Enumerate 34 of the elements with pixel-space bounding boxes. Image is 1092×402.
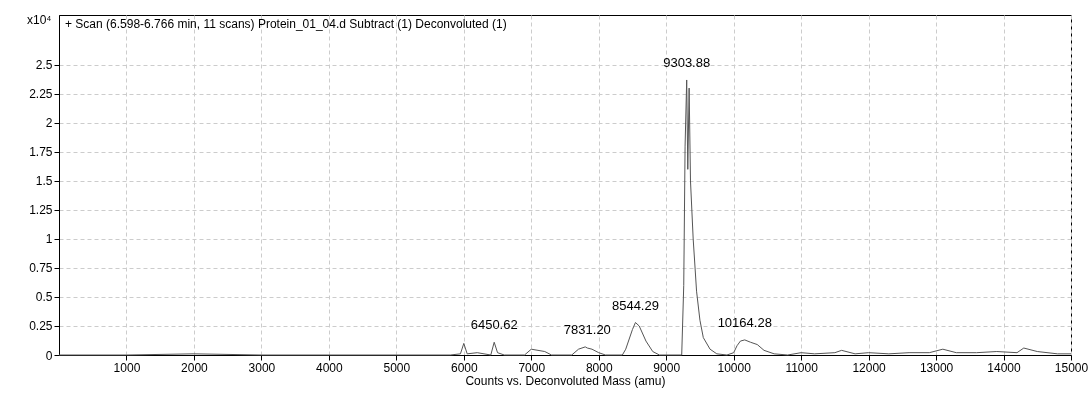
x-tick-label: 1000 [113,360,141,375]
x-tick-label: 8000 [585,360,613,375]
y-tick-label: 1.5 [35,174,53,189]
x-tick-label: 2000 [181,360,209,375]
annotation: 6450.62 [470,317,518,333]
x-tick-label: 4000 [316,360,344,375]
x-axis-title: Counts vs. Deconvoluted Mass (amu) [465,373,666,388]
x-tick-label: 3000 [248,360,276,375]
x-tick-label: 9000 [653,360,681,375]
y-tick-label: 2 [45,116,53,131]
y-tick-label: 0.5 [35,290,53,305]
x-tick-label: 7000 [518,360,546,375]
y-tick-label: 0.25 [29,319,53,334]
annotation: 10164.28 [717,314,772,330]
x-tick-label: 5000 [383,360,411,375]
x-tick-label: 6000 [450,360,478,375]
y-tick-label: 2.5 [35,58,53,73]
annotation: 9303.88 [663,54,711,70]
y-tick-label: 1.25 [29,203,53,218]
chart-title: + Scan (6.598-6.766 min, 11 scans) Protein_01_04.d Subtract (1) Deconvoluted (1) [65,17,507,31]
y-tick-label: 0 [45,348,53,363]
y-tick-label: 0.75 [29,261,53,276]
x-tick-label: 12000 [852,360,887,375]
annotation: 7831.20 [563,321,611,337]
x-tick-label: 14000 [987,360,1022,375]
y-tick-label: 2.25 [29,87,53,102]
y-tick-label: 1.75 [29,145,53,160]
x-tick-label: 15000 [1054,360,1089,375]
annotation: 8544.29 [611,297,659,313]
x-tick-label: 10000 [717,360,752,375]
y-tick-label: 1 [45,232,53,247]
x-tick-label: 11000 [785,360,819,375]
x-tick-label: 13000 [919,360,954,375]
y-axis-title: x10⁴ [26,12,52,27]
